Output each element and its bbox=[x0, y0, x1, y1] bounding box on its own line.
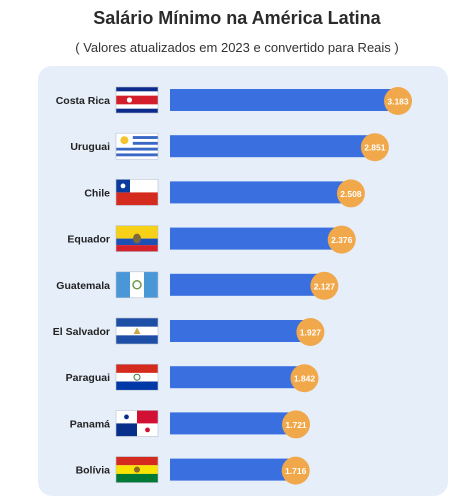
bar-row: El Salvador 1.927 bbox=[53, 317, 325, 346]
bar-row: Bolívia 1.716 bbox=[76, 456, 310, 485]
bar bbox=[170, 320, 305, 342]
flag-emblem bbox=[134, 466, 140, 473]
flag-border bbox=[115, 317, 159, 345]
data-label: 1.927 bbox=[300, 328, 322, 338]
flag-border bbox=[115, 456, 159, 483]
value-badge bbox=[290, 364, 319, 393]
flag-border bbox=[115, 363, 159, 391]
flag-border bbox=[115, 225, 159, 252]
flag-part bbox=[116, 147, 158, 151]
flag-part bbox=[116, 456, 158, 466]
data-label: 2.851 bbox=[364, 143, 386, 153]
flag-border bbox=[115, 271, 159, 299]
data-label: 2.508 bbox=[340, 189, 362, 199]
bar bbox=[170, 366, 299, 389]
el-salvador-flag-icon bbox=[115, 317, 159, 345]
paraguay-flag-icon bbox=[115, 363, 159, 391]
costa-rica-flag-icon bbox=[115, 86, 159, 114]
flag-part bbox=[116, 245, 158, 252]
value-badge bbox=[282, 410, 311, 439]
flag-emblem bbox=[133, 327, 141, 334]
value-badge bbox=[296, 318, 325, 346]
data-label: 3.183 bbox=[387, 97, 409, 107]
data-label: 1.842 bbox=[294, 374, 316, 384]
bar bbox=[170, 412, 291, 435]
category-label: Bolívia bbox=[76, 465, 111, 477]
flag-part bbox=[116, 136, 158, 139]
data-label: 1.716 bbox=[285, 466, 307, 476]
flag-border bbox=[115, 410, 159, 437]
flag-star bbox=[120, 183, 126, 189]
flag-sun bbox=[120, 136, 129, 145]
bar bbox=[170, 227, 336, 250]
bar bbox=[170, 458, 290, 481]
category-label: Paraguai bbox=[66, 372, 110, 384]
bar-row: Panamá 1.721 bbox=[70, 410, 311, 439]
flag-part bbox=[116, 192, 158, 206]
category-label: Guatemala bbox=[56, 280, 110, 292]
flag-star bbox=[145, 427, 150, 433]
chart-title: Salário Mínimo na América Latina bbox=[93, 8, 381, 28]
value-badge bbox=[336, 179, 365, 208]
uruguay-flag-icon bbox=[115, 132, 159, 160]
flag-part bbox=[137, 410, 158, 424]
flag-part bbox=[116, 141, 158, 145]
flag-part bbox=[116, 225, 158, 239]
bar bbox=[170, 89, 392, 111]
flag-part bbox=[116, 95, 158, 105]
bar bbox=[170, 273, 319, 296]
bar bbox=[170, 135, 369, 158]
bar-row: Paraguai 1.842 bbox=[66, 363, 319, 393]
flag-emblem bbox=[133, 233, 141, 244]
chart-subtitle: ( Valores atualizados em 2023 e converti… bbox=[75, 40, 399, 55]
value-badge bbox=[384, 87, 412, 115]
flag-part bbox=[116, 423, 137, 437]
flag-part bbox=[130, 271, 144, 298]
category-label: Uruguai bbox=[70, 141, 110, 153]
data-label: 1.721 bbox=[285, 420, 307, 430]
flag-part bbox=[116, 153, 158, 157]
panama-flag-icon bbox=[115, 410, 159, 437]
bar-row: Guatemala 2.127 bbox=[56, 271, 339, 300]
category-label: El Salvador bbox=[53, 326, 110, 338]
bar-row: Uruguai 2.851 bbox=[70, 132, 389, 162]
category-label: Costa Rica bbox=[56, 95, 110, 107]
value-badge bbox=[327, 225, 356, 254]
flag-emblem bbox=[126, 97, 133, 103]
flag-part bbox=[116, 473, 158, 483]
flag-border bbox=[115, 179, 159, 206]
value-badge bbox=[310, 271, 339, 300]
value-badge bbox=[360, 133, 389, 162]
ecuador-flag-icon bbox=[115, 225, 159, 252]
flag-part bbox=[116, 372, 158, 382]
bar-row: Chile 2.508 bbox=[84, 179, 365, 208]
bar bbox=[170, 181, 345, 204]
flag-star bbox=[124, 414, 129, 420]
data-label: 2.127 bbox=[314, 281, 336, 291]
flag-border bbox=[115, 86, 159, 114]
data-label: 2.376 bbox=[331, 235, 353, 245]
category-label: Panamá bbox=[70, 418, 110, 430]
value-badge bbox=[281, 456, 310, 485]
flag-part bbox=[116, 381, 158, 391]
flag-border bbox=[115, 132, 159, 160]
flag-emblem bbox=[132, 280, 142, 290]
category-label: Chile bbox=[84, 187, 110, 199]
bar-row: Equador 2.376 bbox=[67, 225, 356, 254]
flag-emblem bbox=[133, 373, 141, 381]
guatemala-flag-icon bbox=[115, 271, 159, 299]
bolivia-flag-icon bbox=[115, 456, 159, 483]
bar-row: Costa Rica 3.183 bbox=[56, 86, 412, 115]
category-label: Equador bbox=[67, 234, 110, 246]
chile-flag-icon bbox=[115, 179, 159, 206]
